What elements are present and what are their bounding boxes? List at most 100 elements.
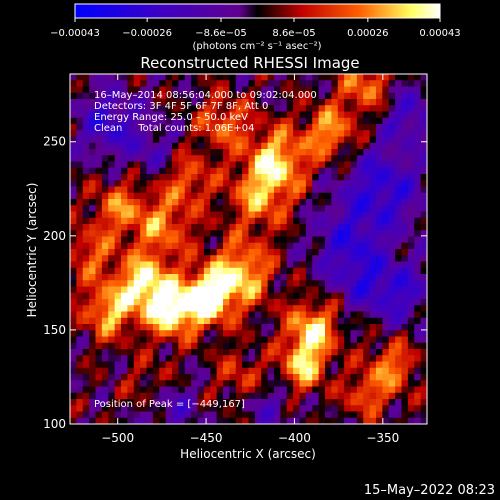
heatmap-cell: [254, 74, 262, 81]
heatmap-cell: [337, 192, 345, 200]
heatmap-cell: [331, 155, 339, 162]
heatmap-cell: [159, 74, 167, 81]
heatmap-cell: [216, 142, 224, 150]
heatmap-cell: [140, 199, 147, 206]
heatmap-cell: [210, 342, 218, 350]
heatmap-cell: [414, 92, 422, 100]
heatmap-cell: [159, 342, 167, 350]
heatmap-cell: [165, 92, 173, 100]
heatmap-cell: [159, 99, 167, 106]
heatmap-cell: [420, 342, 428, 350]
heatmap-cell: [178, 117, 186, 125]
heatmap-cell: [267, 305, 275, 312]
heatmap-cell: [363, 380, 371, 387]
heatmap-cell: [388, 124, 396, 131]
heatmap-cell: [382, 274, 390, 281]
heatmap-cell: [382, 280, 390, 287]
heatmap-cell: [127, 330, 135, 337]
heatmap-cell: [414, 305, 422, 312]
heatmap-cell: [76, 236, 84, 244]
heatmap-cell: [178, 342, 186, 350]
heatmap-cell: [140, 142, 147, 150]
heatmap-cell: [114, 405, 122, 412]
colorbar-tick-label: 0.00026: [347, 28, 388, 39]
heatmap-cell: [267, 292, 275, 300]
heatmap-cell: [293, 286, 300, 294]
heatmap-cell: [133, 117, 141, 125]
heatmap-cell: [159, 286, 167, 294]
heatmap-cell: [235, 192, 243, 200]
heatmap-cell: [82, 361, 90, 369]
heatmap-cell: [261, 186, 269, 194]
heatmap-cell: [414, 342, 422, 350]
heatmap-cell: [299, 211, 307, 219]
heatmap-cell: [70, 230, 77, 237]
heatmap-cell: [101, 361, 109, 369]
heatmap-cell: [248, 199, 256, 206]
heatmap-cell: [369, 405, 377, 412]
heatmap-cell: [127, 199, 135, 206]
heatmap-cell: [369, 305, 377, 312]
heatmap-cell: [197, 299, 205, 306]
heatmap-cell: [146, 192, 154, 200]
heatmap-cell: [305, 374, 313, 381]
heatmap-cell: [191, 92, 198, 100]
heatmap-cell: [299, 80, 307, 87]
heatmap-cell: [280, 392, 288, 400]
heatmap-cell: [235, 380, 243, 387]
heatmap-cell: [216, 86, 224, 94]
heatmap-cell: [101, 380, 109, 387]
heatmap-cell: [95, 174, 103, 181]
heatmap-cell: [350, 230, 358, 237]
heatmap-cell: [89, 174, 96, 181]
heatmap-cell: [172, 92, 179, 100]
heatmap-cell: [114, 86, 122, 94]
heatmap-cell: [82, 261, 90, 269]
heatmap-cell: [388, 380, 396, 387]
heatmap-cell: [388, 224, 396, 231]
heatmap-cell: [140, 349, 147, 356]
heatmap-cell: [159, 142, 167, 150]
heatmap-cell: [267, 380, 275, 387]
heatmap-cell: [159, 405, 167, 412]
heatmap-cell: [274, 99, 281, 106]
heatmap-cell: [203, 105, 211, 112]
heatmap-cell: [76, 74, 84, 81]
heatmap-cell: [89, 192, 96, 200]
heatmap-cell: [305, 355, 313, 362]
heatmap-cell: [210, 305, 218, 312]
heatmap-cell: [420, 336, 428, 344]
heatmap-cell: [274, 255, 281, 262]
heatmap-cell: [299, 105, 307, 112]
heatmap-cell: [95, 180, 103, 187]
heatmap-cell: [146, 267, 154, 275]
heatmap-cell: [299, 99, 307, 106]
heatmap-cell: [229, 130, 237, 137]
heatmap-cell: [152, 80, 160, 87]
heatmap-cell: [286, 292, 294, 300]
heatmap-cell: [267, 361, 275, 369]
heatmap-cell: [299, 149, 307, 156]
heatmap-cell: [382, 411, 390, 419]
heatmap-cell: [70, 111, 77, 119]
heatmap-cell: [197, 305, 205, 312]
heatmap-cell: [376, 236, 383, 244]
heatmap-cell: [165, 405, 173, 412]
heatmap-cell: [242, 417, 249, 425]
heatmap-cell: [274, 92, 281, 100]
heatmap-cell: [89, 74, 96, 81]
heatmap-cell: [210, 242, 218, 250]
heatmap-cell: [235, 111, 243, 119]
heatmap-cell: [261, 99, 269, 106]
heatmap-cell: [133, 199, 141, 206]
heatmap-cell: [242, 130, 249, 137]
heatmap-cell: [172, 255, 179, 262]
heatmap-cell: [178, 292, 186, 300]
heatmap-cell: [395, 230, 402, 237]
heatmap-cell: [376, 217, 383, 225]
heatmap-cell: [133, 192, 141, 200]
heatmap-cell: [127, 311, 135, 319]
heatmap-cell: [395, 292, 402, 300]
heatmap-cell: [401, 292, 409, 300]
heatmap-cell: [344, 105, 351, 112]
